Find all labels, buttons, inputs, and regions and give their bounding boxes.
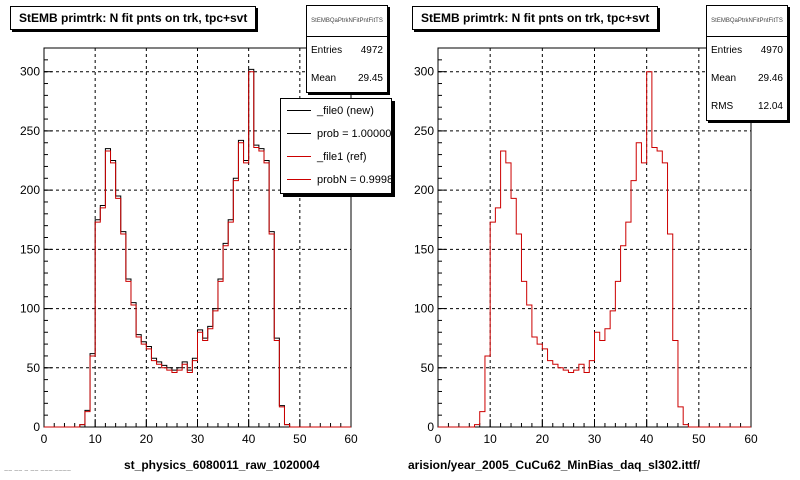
panel-2-title: StEMB primtrk: N fit pnts on trk, tpc+sv… — [412, 6, 659, 30]
panel-2-x-tick-label: 50 — [692, 432, 706, 446]
stats-value: 12.04 — [757, 101, 783, 112]
panel-1-title: StEMB primtrk: N fit pnts on trk, tpc+sv… — [10, 6, 257, 30]
legend-swatch — [287, 110, 311, 111]
panel-2-x-tick-label: 0 — [435, 432, 442, 446]
legend-swatch — [287, 156, 311, 157]
panel-2-series-ref — [438, 71, 751, 428]
panel-1-y-tick-label: 200 — [20, 183, 40, 197]
legend-swatch — [287, 133, 311, 134]
panel-1-x-tick-label: 50 — [293, 432, 307, 446]
stats-label: RMS — [711, 101, 734, 112]
panel-1-x-tick-label: 60 — [344, 432, 358, 446]
panel-2-x-title: arision/year_2005_CuCu62_MinBias_daq_sl3… — [408, 458, 701, 472]
stats-value: 29.46 — [757, 73, 783, 84]
panel-2-stats-name: StEMBQaPtrkNFitPntFitTS — [707, 6, 787, 37]
legend-label: prob = 1.000000 — [317, 127, 392, 140]
stats-value: 4972 — [360, 45, 383, 56]
footer-text: ~~ ~~ ~ ~~ ~~~ ~~~~ — [4, 468, 71, 475]
stats-label: Mean — [711, 73, 737, 84]
legend-entry-new: _file0 (new) — [281, 99, 391, 122]
panel-1-stats-box: StEMBQaPtrkNFitPntFitTS Entries 4972 Mea… — [306, 5, 388, 93]
panel-2-y-tick-label: 300 — [414, 65, 434, 79]
panel-1-y-tick-label: 250 — [20, 124, 40, 138]
panel-2-y-tick-label: 150 — [414, 242, 434, 256]
panel-1-x-tick-label: 40 — [242, 432, 256, 446]
panel-2-stats-box: StEMBQaPtrkNFitPntFitTS Entries 4970 Mea… — [706, 5, 788, 121]
legend-entry-ref: _file1 (ref) — [281, 145, 391, 168]
stats-value: 4970 — [760, 45, 783, 56]
legend-entry-prob: prob = 1.000000 — [281, 122, 391, 145]
panel-2-y-tick-label: 50 — [421, 361, 435, 375]
panel-1-y-tick-label: 150 — [20, 242, 40, 256]
legend-label: _file1 (ref) — [317, 150, 367, 163]
panel-2-x-tick-label: 20 — [536, 432, 550, 446]
legend-entry-probn: probN = 0.99987 — [281, 168, 391, 191]
stats-label: Mean — [311, 73, 337, 84]
panel-2-stats-entries: Entries 4970 — [707, 37, 787, 65]
panel-1-x-tick-label: 30 — [191, 432, 205, 446]
panel-1-x-title: st_physics_6080011_raw_1020004 — [124, 458, 320, 472]
panel-2-stats-mean: Mean 29.46 — [707, 65, 787, 93]
panel-2-x-tick-label: 40 — [640, 432, 654, 446]
panel-2-y-tick-label: 100 — [414, 302, 434, 316]
panel-1-x-tick-label: 20 — [140, 432, 154, 446]
panel-1-series-ref — [44, 71, 351, 428]
panel-2-y-tick-label: 0 — [427, 420, 434, 434]
legend-label: probN = 0.99987 — [317, 173, 392, 186]
panel-1-x-tick-label: 0 — [41, 432, 48, 446]
panel-1-y-tick-label: 0 — [33, 420, 40, 434]
panel-1-y-tick-label: 100 — [20, 302, 40, 316]
panel-2-stats-rms: RMS 12.04 — [707, 93, 787, 121]
panel-2-x-tick-label: 30 — [588, 432, 602, 446]
panel-2-x-tick-label: 10 — [483, 432, 497, 446]
legend-swatch — [287, 179, 311, 180]
panel-1-legend: _file0 (new) prob = 1.000000 _file1 (ref… — [280, 98, 392, 194]
stats-label: Entries — [711, 45, 743, 56]
panel-1-stats-mean: Mean 29.45 — [307, 65, 387, 93]
panel-2-x-tick-label: 60 — [744, 432, 758, 446]
panel-1-y-tick-label: 50 — [27, 361, 41, 375]
panel-2-y-tick-label: 200 — [414, 183, 434, 197]
stats-value: 29.45 — [357, 73, 383, 84]
panel-1-stats-entries: Entries 4972 — [307, 37, 387, 65]
panel-2-y-tick-label: 250 — [414, 124, 434, 138]
panel-1-y-tick-label: 300 — [20, 65, 40, 79]
legend-label: _file0 (new) — [317, 104, 374, 117]
panel-1-x-tick-label: 10 — [88, 432, 102, 446]
panel-1-stats-name: StEMBQaPtrkNFitPntFitTS — [307, 6, 387, 37]
stats-label: Entries — [311, 45, 343, 56]
